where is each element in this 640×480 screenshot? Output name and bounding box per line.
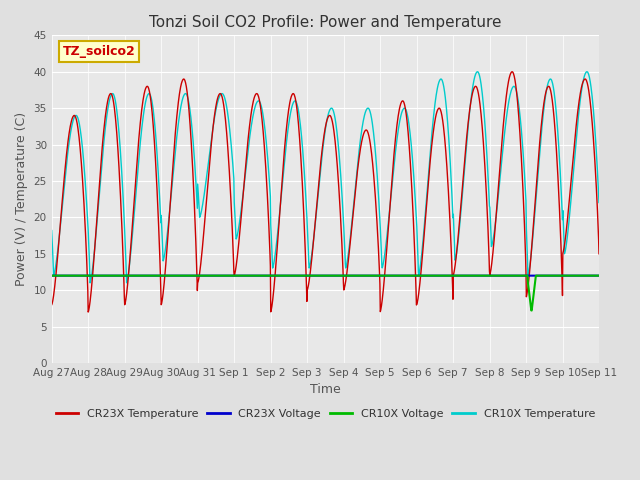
CR23X Voltage: [410, 273, 418, 278]
CR23X Voltage: [156, 273, 164, 278]
CR23X Temperature: [84, 309, 92, 315]
CR23X Temperature: [231, 270, 239, 276]
CR10X Temperature: [231, 214, 239, 219]
CR23X Voltage: [482, 273, 490, 278]
CR23X Temperature: [48, 302, 56, 308]
Y-axis label: Power (V) / Temperature (C): Power (V) / Temperature (C): [15, 112, 28, 286]
CR10X Temperature: [48, 228, 56, 233]
Title: Tonzi Soil CO2 Profile: Power and Temperature: Tonzi Soil CO2 Profile: Power and Temper…: [149, 15, 502, 30]
CR10X Voltage: [170, 273, 177, 278]
Legend: CR23X Temperature, CR23X Voltage, CR10X Voltage, CR10X Temperature: CR23X Temperature, CR23X Voltage, CR10X …: [51, 404, 599, 423]
Line: CR10X Temperature: CR10X Temperature: [52, 72, 599, 283]
CR10X Temperature: [86, 280, 94, 286]
CR23X Temperature: [157, 274, 164, 279]
CR10X Voltage: [595, 273, 603, 278]
CR23X Temperature: [531, 204, 538, 210]
CR10X Temperature: [157, 212, 164, 217]
X-axis label: Time: Time: [310, 384, 340, 396]
CR23X Voltage: [170, 273, 177, 278]
CR10X Voltage: [48, 273, 56, 278]
CR10X Voltage: [231, 273, 239, 278]
CR23X Temperature: [595, 251, 603, 257]
CR23X Voltage: [530, 273, 538, 278]
Text: TZ_soilco2: TZ_soilco2: [63, 45, 136, 58]
CR10X Temperature: [482, 138, 490, 144]
CR23X Temperature: [411, 244, 419, 250]
CR23X Temperature: [482, 184, 490, 190]
Line: CR10X Voltage: CR10X Voltage: [52, 276, 599, 311]
CR10X Temperature: [583, 69, 591, 74]
CR10X Voltage: [531, 286, 538, 291]
CR23X Voltage: [48, 273, 56, 278]
CR23X Voltage: [595, 273, 603, 278]
Line: CR23X Temperature: CR23X Temperature: [52, 72, 599, 312]
CR10X Temperature: [170, 164, 178, 170]
CR10X Temperature: [531, 216, 538, 222]
CR10X Voltage: [156, 273, 164, 278]
CR23X Voltage: [231, 273, 239, 278]
CR10X Voltage: [482, 273, 490, 278]
CR10X Voltage: [528, 308, 536, 313]
CR10X Voltage: [410, 273, 418, 278]
CR10X Temperature: [595, 200, 603, 205]
CR23X Temperature: [508, 69, 516, 75]
CR10X Temperature: [411, 185, 419, 191]
CR23X Temperature: [170, 150, 178, 156]
